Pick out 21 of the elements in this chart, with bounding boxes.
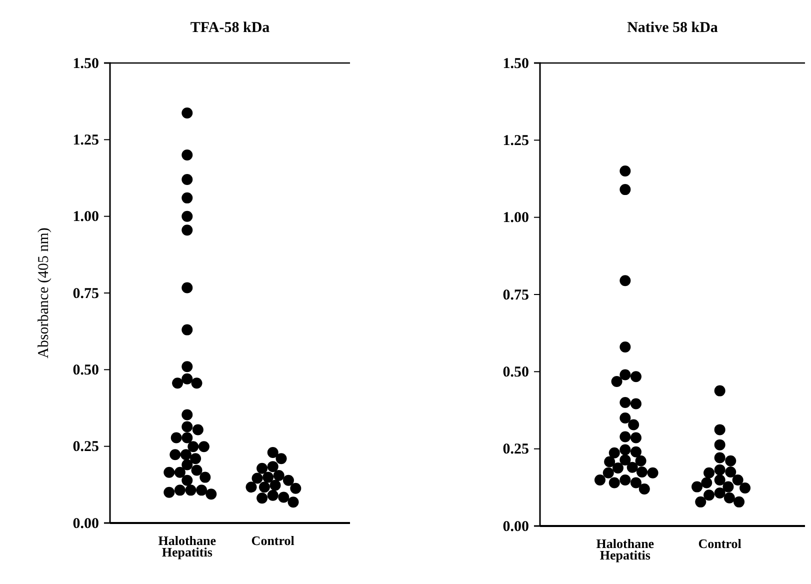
x-tick-label: Halothane Hepatitis — [596, 536, 654, 563]
y-tick-label: 0.50 — [72, 362, 99, 378]
y-tick-label: 1.25 — [502, 132, 529, 149]
y-tick-label: 0.00 — [502, 518, 529, 535]
y-tick-label: 1.00 — [502, 210, 529, 226]
y-tick-label: 1.00 — [72, 209, 99, 226]
x-tick-label: Control — [698, 536, 742, 551]
chart-title: TFA-58 kDa — [190, 20, 270, 36]
y-tick-label: 0.75 — [72, 286, 99, 302]
chart-title: Native 58 kDa — [627, 20, 718, 36]
y-tick-label: 1.25 — [72, 132, 99, 148]
x-tick-label: Control — [251, 533, 295, 548]
y-tick-label: 0.25 — [72, 439, 99, 456]
y-axis-title: Absorbance (405 nm) — [36, 228, 52, 358]
y-tick-label: 1.50 — [502, 56, 529, 72]
y-tick-label: 0.00 — [72, 516, 99, 532]
y-tick-label: 0.50 — [502, 364, 529, 380]
y-tick-label: 0.75 — [502, 287, 529, 304]
y-tick-label: 0.25 — [502, 442, 529, 458]
x-tick-label: Halothane Hepatitis — [158, 533, 216, 560]
y-tick-label: 1.50 — [72, 56, 99, 72]
